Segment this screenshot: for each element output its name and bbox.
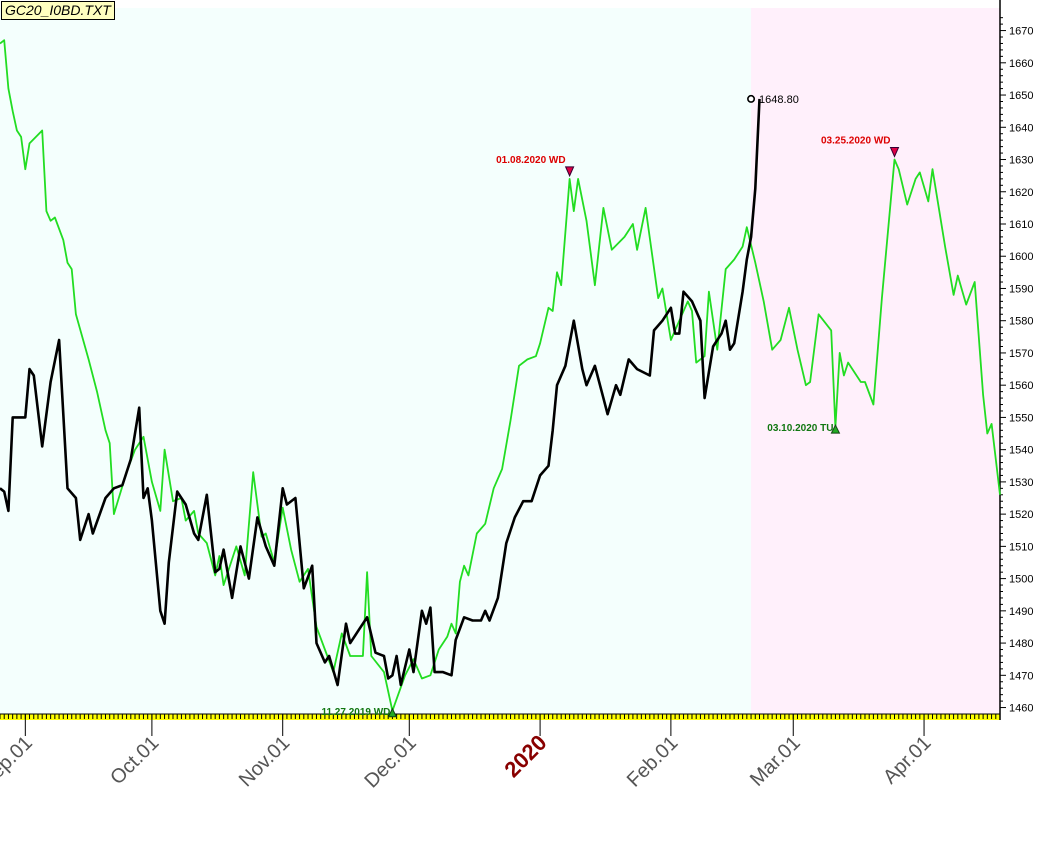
x-axis: Sep.01 Oct.01 Nov.01 Dec.01 2020 Feb.01 Mar.01…: [0, 714, 936, 792]
y-tick-label: 1670: [1009, 26, 1033, 38]
y-tick-label: 1520: [1009, 509, 1033, 521]
last-price-label: 1648.80: [759, 94, 799, 106]
low-annotation-label: 03.10.2020 TU: [767, 423, 833, 434]
y-tick-label: 1640: [1009, 122, 1033, 134]
y-tick-label: 1590: [1009, 283, 1033, 295]
y-tick-label: 1610: [1009, 219, 1033, 231]
y-tick-label: 1470: [1009, 670, 1033, 682]
x-tick-label: Dec.01: [360, 732, 420, 792]
y-tick-label: 1660: [1009, 58, 1033, 70]
x-tick-label: Nov.01: [235, 732, 294, 791]
y-tick-label: 1620: [1009, 187, 1033, 199]
high-annotation-label: 03.25.2020 WD: [821, 136, 891, 147]
y-tick-label: 1500: [1009, 574, 1033, 586]
y-tick-label: 1560: [1009, 380, 1033, 392]
high-marker-icon: [564, 166, 575, 178]
y-tick-label: 1630: [1009, 155, 1033, 167]
y-tick-label: 1600: [1009, 251, 1033, 263]
y-tick-label: 1580: [1009, 316, 1033, 328]
high-marker-icon: [889, 147, 900, 158]
last-price-marker: [747, 94, 756, 103]
low-annotation-label: 11.27.2019 WD: [321, 707, 390, 718]
y-tick-label: 1570: [1009, 348, 1033, 360]
y-tick-label: 1460: [1009, 703, 1033, 715]
series-line-price: [0, 98, 761, 687]
y-tick-label: 1510: [1009, 541, 1033, 553]
y-tick-label: 1530: [1009, 477, 1033, 489]
y-tick-label: 1480: [1009, 638, 1033, 650]
plot-background-history: [0, 8, 752, 714]
high-annotation-label: 01.08.2020 WD: [496, 155, 566, 166]
y-tick-label: 1490: [1009, 606, 1033, 618]
plot-background-forecast: [751, 8, 1000, 714]
file-name-badge: GC20_I0BD.TXT: [1, 1, 115, 20]
low-marker-icon: [830, 423, 841, 434]
last-price-layer: 1648.80: [747, 94, 799, 106]
x-tick-label: Apr.01: [879, 732, 935, 788]
ruler-band: [0, 714, 1000, 720]
low-marker-icon: [387, 707, 398, 718]
y-tick-label: 1650: [1009, 90, 1033, 102]
x-axis-ruler: [0, 713, 1001, 720]
x-tick-label: Sep.01: [0, 732, 37, 792]
x-tick-label: Oct.01: [106, 732, 163, 789]
y-tick-label: 1550: [1009, 412, 1033, 424]
annotation-layer: 01.08.2020 WD 03.25.2020 WD 11.27.2019 WD 0…: [321, 136, 900, 718]
x-tick-label: Feb.01: [623, 732, 683, 792]
x-tick-label: Mar.01: [746, 732, 805, 791]
x-year-label: 2020: [499, 730, 551, 782]
y-axis: 1460 1470 1480 1490 1500 1510 1520 1530 1540 1550…: [999, 0, 1033, 720]
y-tick-label: 1540: [1009, 445, 1033, 457]
